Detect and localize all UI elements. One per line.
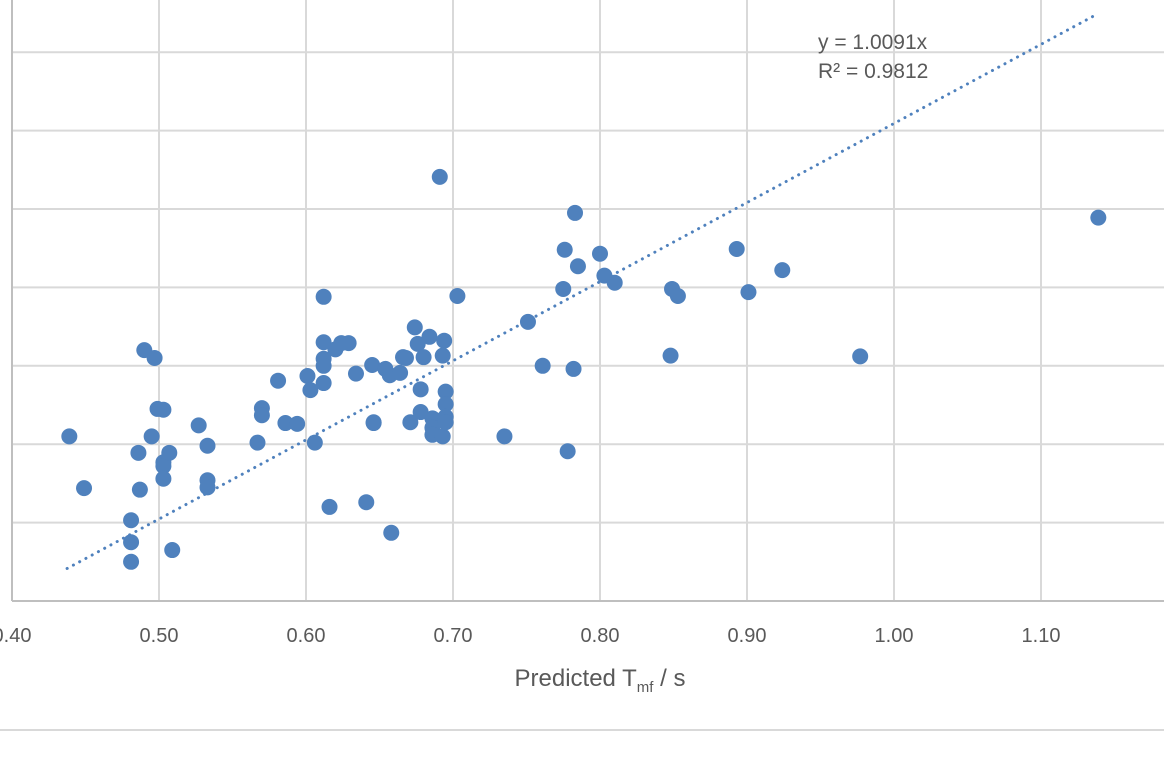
data-point (437, 383, 454, 400)
x-tick-label: 0.80 (581, 625, 620, 647)
trendline (65, 13, 1097, 570)
data-point (270, 372, 287, 389)
data-point (559, 443, 576, 460)
data-point (253, 407, 270, 424)
data-point (431, 168, 448, 185)
x-axis-title-subscript: mf (637, 679, 654, 696)
data-point (364, 357, 381, 374)
data-point (61, 428, 78, 445)
data-point (415, 349, 432, 366)
data-point (321, 498, 338, 515)
data-point (392, 364, 409, 381)
data-point (123, 512, 140, 529)
data-point (496, 428, 513, 445)
data-point (728, 240, 745, 257)
data-point (164, 542, 181, 559)
data-point (123, 553, 140, 570)
x-tick-label: 0.40 (0, 625, 31, 647)
x-tick-label: 1.10 (1022, 625, 1061, 647)
data-point (199, 479, 216, 496)
data-point (123, 534, 140, 551)
x-axis-title-suffix: / s (653, 665, 685, 692)
x-tick-label: 0.90 (728, 625, 767, 647)
data-point (358, 494, 375, 511)
data-point (155, 401, 172, 418)
data-point (774, 262, 791, 279)
data-point (437, 396, 454, 413)
data-point (569, 258, 586, 275)
data-point (556, 241, 573, 258)
data-point (397, 349, 414, 366)
data-point (434, 347, 451, 364)
data-point (130, 444, 147, 461)
x-tick-labels: 0.40 0.50 0.60 0.70 0.80 0.90 1.00 1.10 (0, 625, 1060, 647)
data-point (402, 414, 419, 431)
gridlines (12, 0, 1164, 601)
data-point (437, 414, 454, 431)
x-axis-title-main: Predicted T (515, 665, 638, 692)
data-point (155, 458, 172, 475)
trendline-equation: y = 1.0091x (818, 31, 928, 54)
data-point (315, 334, 332, 351)
data-point (155, 470, 172, 487)
data-point (302, 382, 319, 399)
data-point (412, 381, 429, 398)
data-point (306, 434, 323, 451)
data-point (131, 481, 148, 498)
data-point (409, 335, 426, 352)
data-point (277, 415, 294, 432)
data-point (146, 349, 163, 366)
data-point (289, 415, 306, 432)
data-point (315, 357, 332, 374)
data-point (299, 367, 316, 384)
data-point (1090, 209, 1107, 226)
data-point (190, 417, 207, 434)
data-point (412, 404, 429, 421)
data-point (340, 335, 357, 352)
data-point (740, 284, 757, 301)
data-point (199, 437, 216, 454)
data-point (161, 444, 178, 461)
x-axis-title: Predicted Tmf / s (515, 665, 686, 696)
data-point (606, 274, 623, 291)
data-point (434, 428, 451, 445)
data-point (449, 288, 466, 305)
data-point (565, 360, 582, 377)
data-point (436, 332, 453, 349)
data-point (365, 414, 382, 431)
data-point (406, 319, 423, 336)
data-point (315, 288, 332, 305)
x-tick-label: 1.00 (875, 625, 914, 647)
data-point (143, 428, 160, 445)
x-tick-label: 0.60 (287, 625, 326, 647)
data-point (852, 348, 869, 365)
data-point (519, 313, 536, 330)
x-tick-label: 0.70 (434, 625, 473, 647)
data-point (383, 524, 400, 541)
data-point (76, 480, 93, 497)
data-point (421, 328, 438, 345)
data-point (347, 365, 364, 382)
data-point (567, 204, 584, 221)
data-point (315, 375, 332, 392)
data-point (662, 347, 679, 364)
x-tick-label: 0.50 (140, 625, 179, 647)
trendline-r-squared: R² = 0.9812 (818, 60, 928, 83)
data-point (592, 245, 608, 262)
data-point (669, 288, 686, 305)
data-points (61, 168, 1107, 570)
data-point (534, 357, 551, 374)
data-point (249, 434, 266, 451)
data-point (555, 280, 572, 297)
